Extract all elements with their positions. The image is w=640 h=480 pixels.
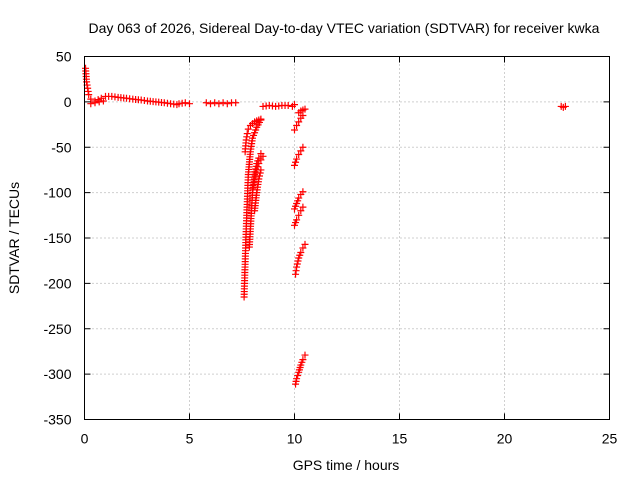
data-point (293, 216, 301, 224)
data-point (293, 155, 301, 163)
data-point (295, 194, 303, 202)
data-point (244, 125, 252, 133)
data-point (95, 98, 103, 106)
data-point (299, 143, 307, 151)
y-tick-label: -100 (43, 185, 71, 201)
y-tick-label: -300 (43, 366, 71, 382)
y-tick-label: -250 (43, 321, 71, 337)
data-point (291, 161, 298, 169)
data-point (186, 100, 193, 108)
data-point (295, 211, 303, 219)
y-tick-label: -350 (43, 412, 71, 428)
x-tick-label: 0 (81, 431, 89, 447)
axis-ticks: 0 5 10 15 20 25 50 0 -50 -100 -150 -200 -250 -300 -350 (43, 49, 617, 447)
chart-title: Day 063 of 2026, Sidereal Day-to-day VTE… (89, 20, 600, 36)
data-point (301, 105, 309, 113)
data-point (202, 99, 210, 107)
data-point (293, 121, 301, 129)
grid-lines (84, 56, 610, 420)
data-point (99, 97, 107, 105)
data-point (284, 102, 292, 110)
x-tick-label: 10 (287, 431, 303, 447)
data-point (299, 203, 307, 211)
data-point (299, 356, 307, 364)
data-point (243, 130, 251, 138)
data-point (215, 100, 223, 108)
data-point (207, 100, 214, 108)
x-axis-label: GPS time / hours (293, 457, 400, 473)
data-point (87, 100, 95, 108)
data-point (257, 166, 265, 174)
x-tick-label: 5 (186, 431, 194, 447)
data-point (299, 188, 307, 196)
data-point-fill (256, 169, 264, 177)
data-point (293, 375, 301, 383)
data-point (91, 99, 99, 107)
data-point (299, 244, 307, 252)
x-tick-label: 25 (602, 431, 618, 447)
x-tick-label: 15 (392, 431, 408, 447)
y-tick-label: 50 (56, 49, 72, 65)
data-point (297, 207, 305, 215)
y-tick-label: 0 (64, 94, 72, 110)
data-point-fill (292, 158, 300, 166)
y-tick-label: -200 (43, 275, 71, 291)
data-point (301, 240, 309, 248)
data-point-fill (294, 371, 302, 379)
y-tick-label: -50 (51, 139, 71, 155)
data-point (297, 147, 305, 155)
data-points (82, 64, 569, 388)
data-point-fill (294, 257, 302, 265)
y-tick-label: -150 (43, 230, 71, 246)
data-point (295, 151, 303, 159)
data-point (291, 101, 298, 109)
plot-frame (84, 56, 610, 420)
data-point (85, 91, 93, 99)
data-point (301, 351, 309, 359)
data-point (257, 150, 265, 158)
data-point (223, 100, 231, 108)
data-point (181, 99, 189, 107)
data-point (219, 99, 227, 107)
data-point (297, 249, 305, 257)
y-axis-label: SDTVAR / TECUs (6, 182, 22, 294)
data-point (255, 175, 263, 183)
data-point (291, 126, 298, 134)
data-point-fill (293, 260, 301, 268)
data-point (211, 99, 219, 107)
data-point (293, 263, 301, 271)
data-point (295, 118, 303, 126)
data-point (561, 102, 569, 110)
data-point (257, 115, 265, 123)
data-point (232, 99, 240, 107)
data-point-fill (256, 172, 263, 180)
data-point (255, 154, 263, 162)
x-tick-label: 20 (497, 431, 513, 447)
